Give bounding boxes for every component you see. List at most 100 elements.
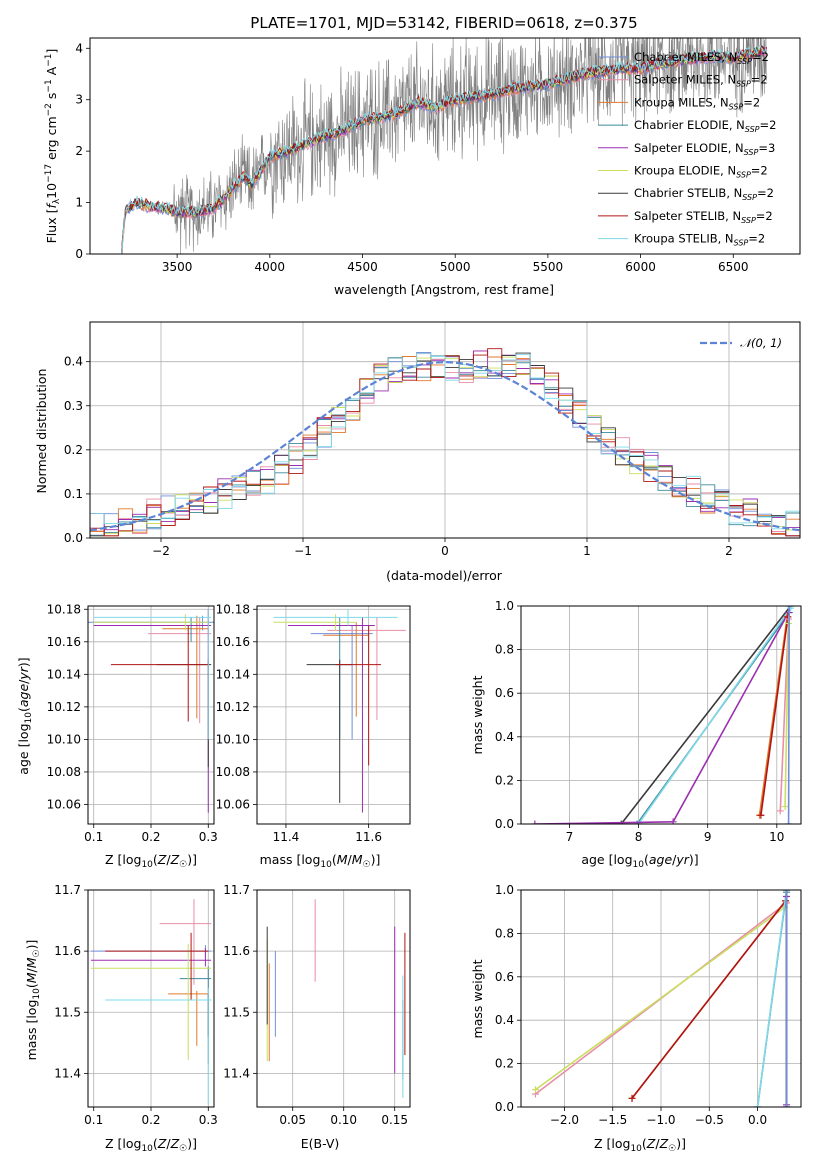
spectrum-frame [89,37,801,255]
weight-vs-age-xtick-label: 7 [566,830,574,844]
spectrum-xtick-label: 4500 [347,260,378,274]
mass-vs-Z-xtick-label: 0.2 [141,1113,160,1127]
weight-vs-Z-marker-salpeter-stelib [628,1094,636,1102]
weight-vs-age-marker-salpeter-elodie [531,820,539,824]
age-vs-mass-errorbar-kroupa-miles [323,622,369,717]
age-vs-mass-plot-area: 11.4 11.6 10.06 10.08 10.10 10.12 10.14 10.16 10… [216,602,411,844]
weight-vs-age-marker-salpeter-stelib [757,811,765,819]
mass-vs-Z-xtick-label: 0.3 [199,1113,218,1127]
mass-vs-Z-xtick-label: 0.1 [84,1113,103,1127]
age-vs-mass-grid [257,606,410,824]
age-vs-Z-ytick-label: 10.16 [47,635,81,649]
mass-vs-Z-panel: 0.1 0.2 0.3 11.4 11.5 11.6 11.7 Z [log10(Z/Z☉)… [24,883,218,1154]
residuals-plot-area: −2 −1 0 1 2 0.0 0.1 0.2 0.3 0.4 [64,321,801,558]
mass-vs-Z-marks [90,899,212,1104]
mass-vs-ebv-ytick-label: 11.6 [223,944,250,958]
weight-vs-age-marks [531,606,795,824]
age-vs-mass-panel: 11.4 11.6 10.06 10.08 10.10 10.12 10.14 10.16 10… [216,602,411,870]
mass-vs-ebv-marks [266,899,406,1098]
spectrum-xtick-label: 5000 [440,260,471,274]
age-vs-mass-ytick-label: 10.12 [216,700,250,714]
weight-vs-age-marker-kroupa-stelib [787,606,795,612]
weight-vs-Z-path-salpeter-stelib [631,900,787,1099]
weight-vs-age-xtick-label: 8 [635,830,643,844]
age-vs-mass-errorbar-salpeter-elodie [288,617,375,813]
spectrum-xlabel: wavelength [Angstrom, rest frame] [334,282,554,297]
age-vs-Z-xtick-label: 0.2 [141,830,160,844]
mass-vs-ebv-xtick-label: 0.05 [279,1113,306,1127]
weight-vs-age-path-kroupa-elodie [784,623,790,807]
age-vs-mass-errorbar-kroupa-stelib [273,609,398,626]
mass-vs-Z-plot-area: 0.1 0.2 0.3 11.4 11.5 11.6 11.7 [54,883,218,1127]
mass-vs-ebv-panel: 0.05 0.10 0.15 11.4 11.5 11.6 11.7 E(B-V) [223,883,411,1151]
legend-label-kroupa-miles: Kroupa MILES, NSSP=2 [634,95,760,111]
spectrum-ytick-label: 3 [75,93,83,107]
age-vs-mass-ytick-label: 10.06 [216,797,250,811]
spectrum-xtick-label: 6500 [718,260,749,274]
weight-vs-age-marker-salpeter-miles [776,807,784,815]
residuals-ytick-label: 0.3 [64,399,83,413]
residuals-ytick-label: 0.2 [64,443,83,457]
mass-vs-Z-errorbar-kroupa-stelib [105,987,212,1104]
weight-vs-age-marker-chabrier-stelib [617,820,625,824]
age-vs-Z-errorbar-salpeter-miles [148,617,212,724]
mass-vs-ebv-ytick-label: 11.4 [223,1066,250,1080]
legend-label-kroupa-stelib: Kroupa STELIB, NSSP=2 [634,232,765,248]
spectrum-xtick-label: 3500 [162,260,193,274]
weight-vs-Z-xtick-label: 0.0 [748,1113,767,1127]
weight-vs-Z-ytick-label: 0.0 [495,1100,514,1114]
legend-label-chabrier-elodie: Chabrier ELODIE, NSSP=2 [634,118,776,134]
age-vs-Z-errorbar-kroupa-elodie [93,614,209,631]
age-vs-mass-ytick-label: 10.16 [216,635,250,649]
spectrum-marks [121,38,768,254]
age-vs-mass-frame [256,605,411,825]
age-vs-mass-errorbar-kroupa-elodie [273,614,357,631]
weight-vs-Z-path-kroupa-stelib [756,890,788,1107]
weight-vs-age-path-salpeter-stelib [760,616,789,816]
age-vs-Z-ytick-label: 10.10 [47,732,81,746]
weight-vs-age-path-kroupa-miles [758,616,788,816]
weight-vs-Z-marker-kroupa-stelib [754,1103,762,1107]
weight-vs-age-line-chabrier-miles [785,606,793,824]
spectrum-ytick-label: 4 [75,41,83,55]
weight-vs-Z-line-chabrier-miles [783,890,791,1107]
mass-vs-Z-ytick-label: 11.5 [54,1005,81,1019]
weight-vs-Z-ytick-label: 0.8 [495,926,514,940]
residuals-legend: 𝒩(0, 1) [700,336,782,350]
legend-label-chabrier-stelib: Chabrier STELIB, NSSP=2 [634,186,774,202]
residuals-xtick-label: −1 [294,544,312,558]
age-vs-Z-ytick-label: 10.12 [47,700,81,714]
spectrum-xtick-label: 6000 [625,260,656,274]
age-vs-Z-xtick-label: 0.3 [199,830,218,844]
legend-label-salpeter-stelib: Salpeter STELIB, NSSP=2 [634,209,773,225]
mass-vs-Z-ytick-label: 11.4 [54,1066,81,1080]
normal-legend-label: 𝒩(0, 1) [740,336,782,350]
mass-vs-ebv-plot-area: 0.05 0.10 0.15 11.4 11.5 11.6 11.7 [223,883,411,1127]
weight-vs-Z-xtick-label: −2.0 [550,1113,579,1127]
age-vs-Z-panel: 0.1 0.2 0.3 10.06 10.08 10.10 10.12 10.14 10.16 1… [16,602,218,870]
legend-label-chabrier-miles: Chabrier MILES, NSSP=2 [634,50,769,66]
age-vs-Z-errorbar-salpeter-stelib [110,625,209,722]
age-vs-mass-errorbar-salpeter-stelib [335,625,382,766]
mass-vs-ebv-xtick-label: 0.15 [381,1113,408,1127]
weight-vs-age-marker-kroupa-elodie [781,803,789,811]
legend-label-salpeter-miles: Salpeter MILES, NSSP=2 [634,73,768,89]
spectrum-xtick-label: 5500 [533,260,564,274]
mass-vs-ebv-xlabel: E(B-V) [301,1136,340,1151]
residuals-xtick-label: 1 [583,544,591,558]
weight-vs-age-plot-area: 7 8 9 10 0.0 0.2 0.4 0.6 0.8 1.0 [495,599,802,844]
weight-vs-age-xtick-label: 10 [769,830,784,844]
mass-vs-Z-xlabel: Z [log10(Z/Z☉)] [105,1136,197,1154]
age-vs-mass-ytick-label: 10.08 [216,765,250,779]
age-vs-Z-xlabel: Z [log10(Z/Z☉)] [105,852,197,870]
mass-vs-Z-errorbar-salpeter-miles [159,899,212,985]
spectrum-legend: Chabrier MILES, NSSP=2 Salpeter MILES, NS… [598,50,776,248]
spectrum-panel: PLATE=1701, MJD=53142, FIBERID=0618, z=0… [44,14,801,297]
spectrum-xtick-label: 4000 [255,260,286,274]
spectrum-ytick-label: 0 [75,247,83,261]
spectrum-plot-area: 3500 4000 4500 5000 5500 6000 6500 0 1 2 3 4 [75,37,801,274]
weight-vs-Z-ytick-label: 1.0 [495,883,514,897]
residuals-xtick-label: 2 [725,544,733,558]
spectrum-ylabel: Flux [fλ10−17 erg cm−2 s−1 A−1] [44,49,62,244]
